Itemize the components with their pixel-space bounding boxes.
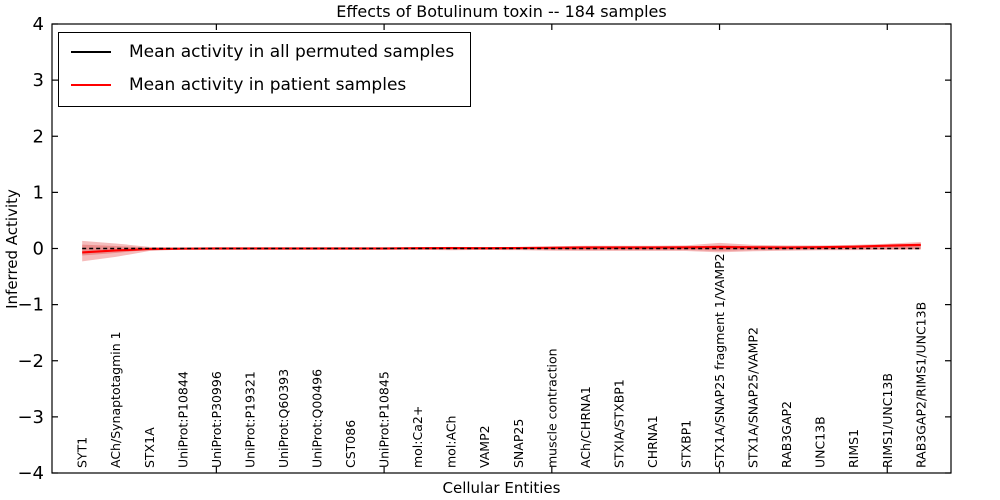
x-category-label: STX1A: [142, 427, 157, 468]
x-category-label: muscle contraction: [544, 348, 559, 468]
x-category-label: RAB3GAP2: [779, 401, 794, 468]
x-category-label: ACh/CHRNA1: [578, 386, 593, 468]
x-category-label: RAB3GAP2/RIMS1/UNC13B: [913, 302, 928, 468]
x-category-label: STX1A/SNAP25 fragment 1/VAMP2: [712, 253, 727, 468]
x-category-label: STXBP1: [678, 420, 693, 468]
legend-line-red: [71, 84, 111, 86]
x-category-label: RIMS1/UNC13B: [880, 373, 895, 468]
x-category-label: UniProt:P10844: [175, 371, 190, 468]
x-category-label: UniProt:P19321: [242, 371, 257, 468]
x-category-label: UniProt:Q00496: [310, 369, 325, 468]
x-category-label: RIMS1: [846, 429, 861, 468]
y-tick-label: 3: [33, 70, 44, 91]
y-tick-label: −4: [17, 463, 44, 484]
x-category-label: mol:Ca2+: [410, 406, 425, 468]
x-category-label: STXIA/STXBP1: [611, 379, 626, 468]
x-category-label: UniProt:P10845: [377, 371, 392, 468]
y-tick-label: 2: [33, 126, 44, 147]
legend-line-black: [71, 51, 111, 53]
x-category-label: CHRNA1: [645, 415, 660, 468]
y-tick-label: −2: [17, 351, 44, 372]
x-category-label: ACh/Synaptotagmin 1: [108, 331, 123, 468]
legend-label-permuted: Mean activity in all permuted samples: [129, 42, 455, 62]
series-line-solid: [82, 243, 921, 254]
legend-entry-patient: Mean activity in patient samples: [71, 73, 454, 97]
outer-confidence-band: [82, 240, 921, 262]
x-category-label: UniProt:P30996: [209, 371, 224, 468]
y-axis-label: Inferred Activity: [3, 189, 21, 309]
x-category-label: CST086: [343, 420, 358, 468]
x-category-label: SNAP25: [511, 419, 526, 468]
x-category-label: SYT1: [75, 437, 90, 468]
y-tick-label: −1: [17, 295, 44, 316]
y-tick-label: −3: [17, 407, 44, 428]
y-tick-label: 1: [33, 182, 44, 203]
x-category-label: STX1A/SNAP25/VAMP2: [746, 327, 761, 468]
x-axis-label: Cellular Entities: [442, 479, 561, 497]
y-tick-label: 4: [33, 14, 44, 35]
x-category-label: UNC13B: [813, 416, 828, 468]
chart-title: Effects of Botulinum toxin -- 184 sample…: [336, 2, 667, 21]
x-category-label: VAMP2: [477, 425, 492, 468]
y-tick-label: 0: [33, 239, 44, 260]
legend-entry-permuted: Mean activity in all permuted samples: [71, 40, 454, 64]
legend: Mean activity in all permuted samples Me…: [58, 32, 472, 107]
x-category-label: UniProt:Q60393: [276, 369, 291, 468]
x-category-label: mol:ACh: [444, 416, 459, 469]
legend-label-patient: Mean activity in patient samples: [129, 75, 407, 95]
